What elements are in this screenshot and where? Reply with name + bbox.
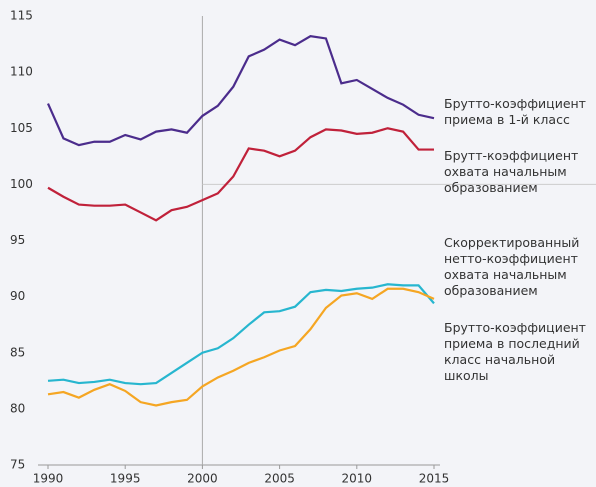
series-line — [47, 287, 435, 407]
legend-label: Брутто-коэффициент приема в 1-й класс — [444, 96, 586, 127]
legend-label: Брутто-коэффициент приема в последний кл… — [444, 320, 586, 383]
x-tick-label: 1990 — [33, 472, 64, 486]
series-line — [47, 283, 435, 386]
y-tick-label: 85 — [10, 345, 25, 359]
series-line — [46, 35, 435, 147]
x-tick-label: 2005 — [264, 472, 295, 486]
series-line — [47, 127, 434, 222]
y-tick-label: 90 — [10, 289, 25, 303]
y-tick-label: 115 — [10, 9, 33, 23]
x-tick-label: 2010 — [342, 472, 373, 486]
x-tick-label: 2015 — [419, 472, 450, 486]
legend-label: Брутт-коэффициент охвата начальным образ… — [444, 148, 579, 195]
x-tick-label: 2000 — [187, 472, 218, 486]
y-tick-label: 110 — [10, 65, 33, 79]
y-tick-label: 80 — [10, 401, 25, 415]
y-tick-label: 75 — [10, 458, 25, 472]
y-tick-label: 105 — [10, 121, 33, 135]
y-tick-label: 100 — [10, 177, 33, 191]
legend-label: Скорректированный нетто-коэффициент охва… — [444, 235, 580, 298]
x-tick-label: 1995 — [110, 472, 141, 486]
y-tick-label: 95 — [10, 233, 25, 247]
